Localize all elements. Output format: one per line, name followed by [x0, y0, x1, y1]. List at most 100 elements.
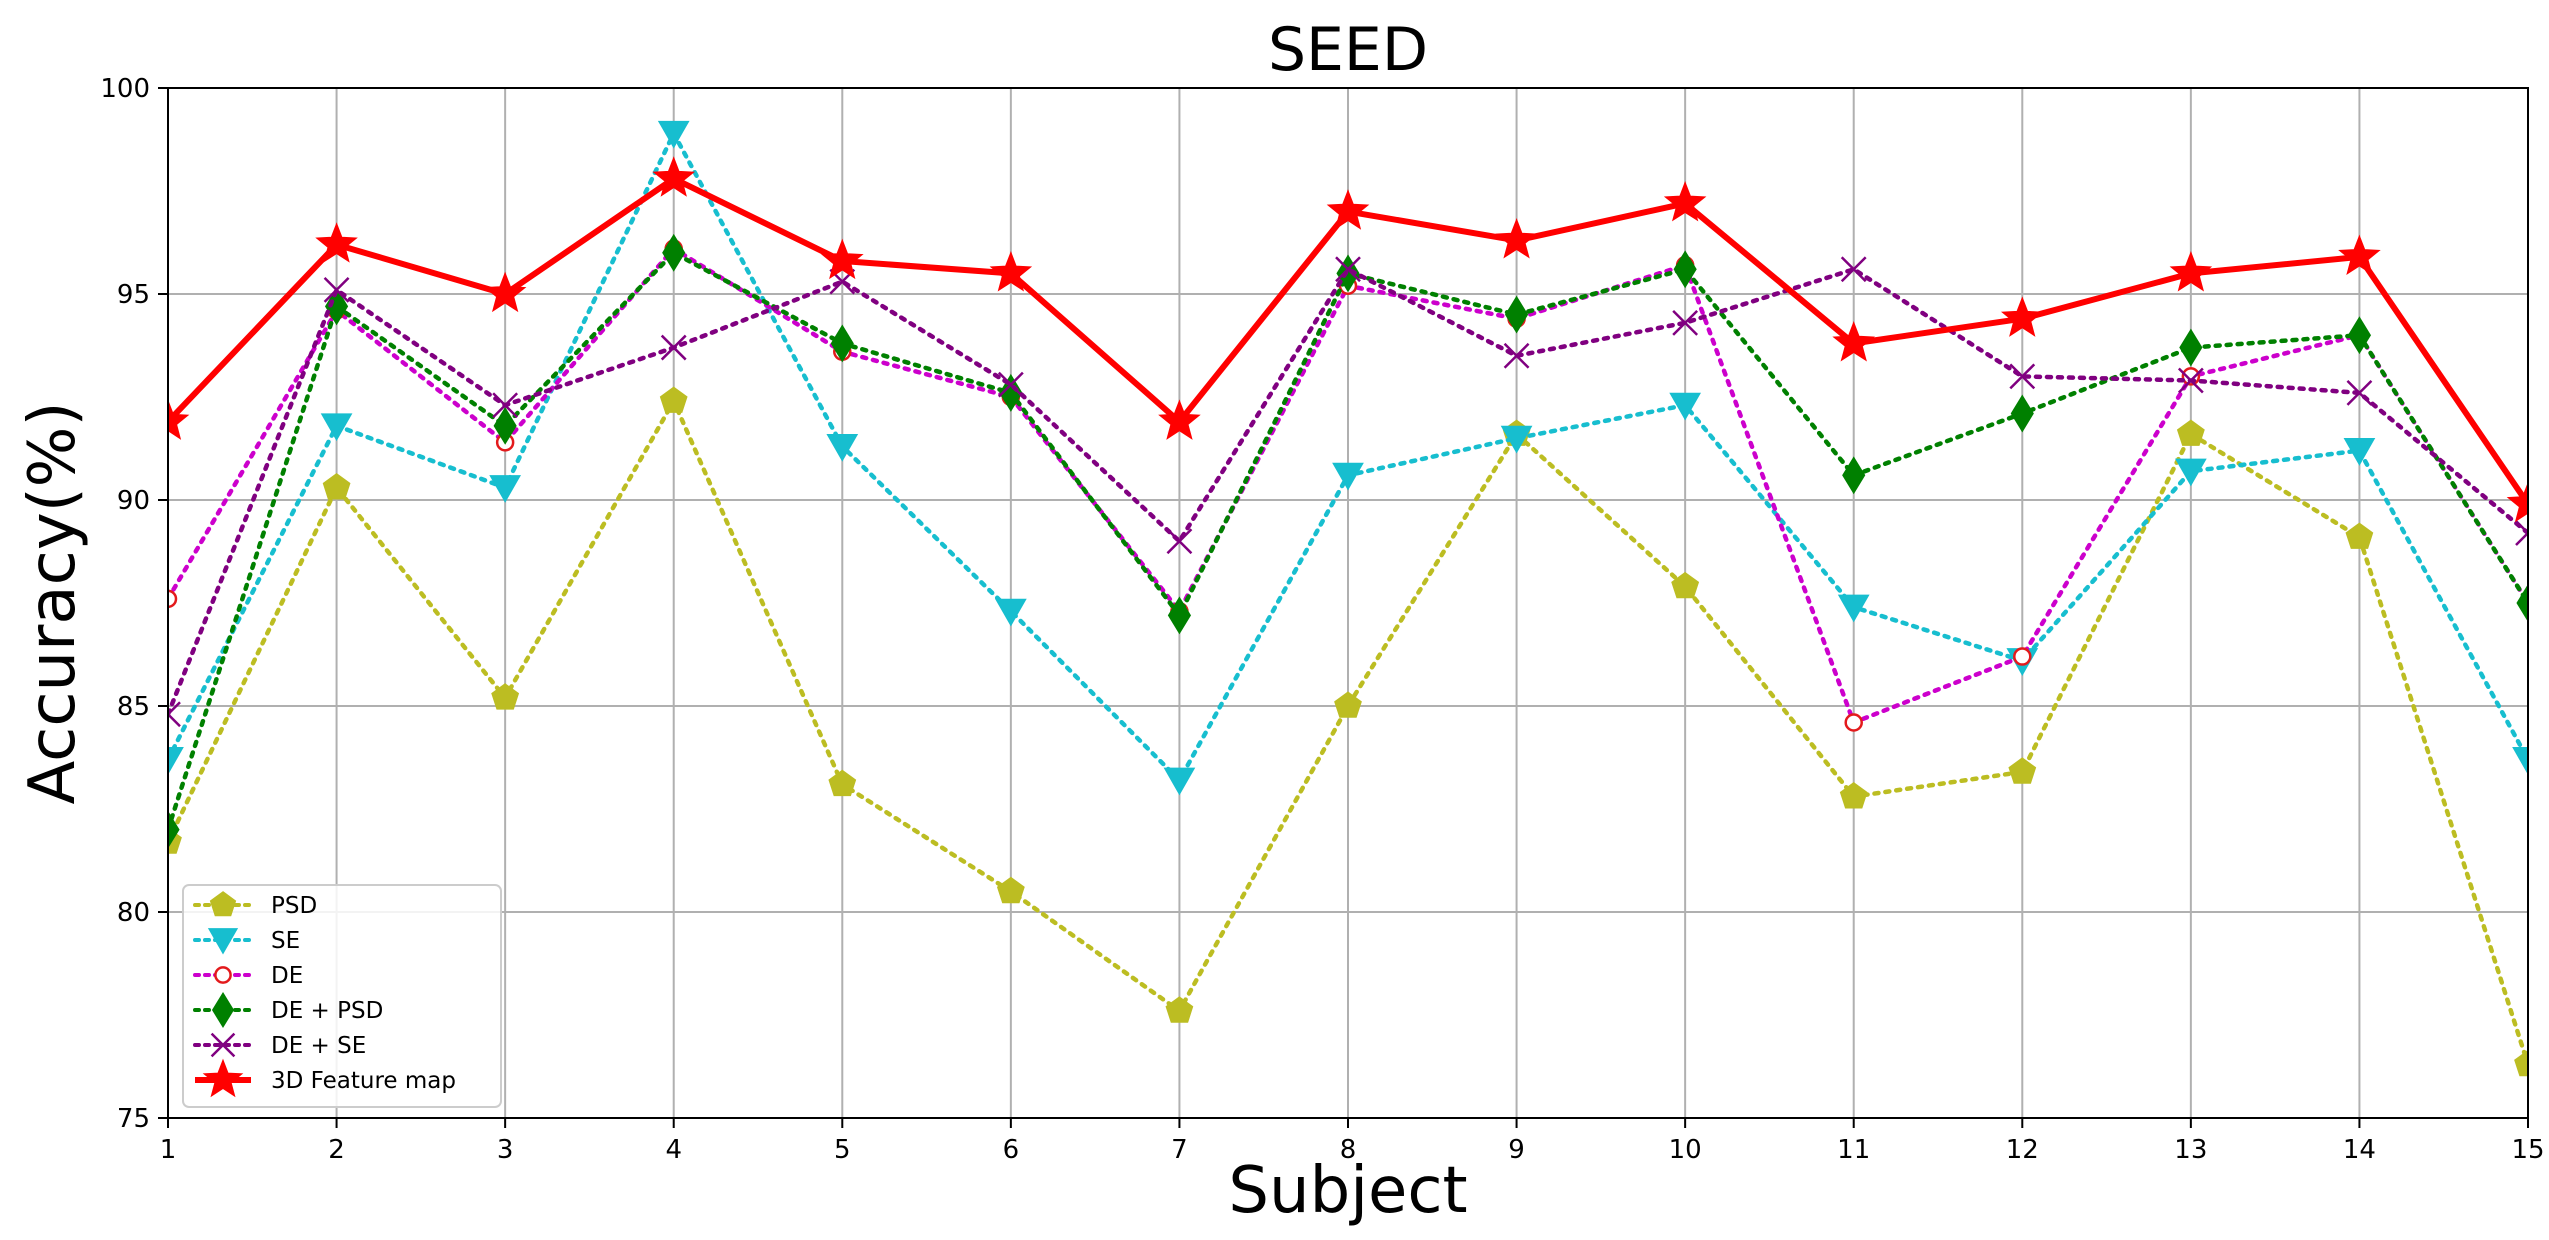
data-point-se: [826, 433, 859, 462]
data-point-de-psd: [2516, 584, 2528, 622]
y-tick-label: 80: [117, 898, 150, 928]
legend: PSD SE DE DE + PSD DE + SE 3D Feature map: [182, 884, 502, 1108]
data-point-de-psd: [324, 287, 349, 326]
data-point-de-psd: [2179, 328, 2203, 367]
series-3d-feature-map: [168, 156, 2528, 523]
x-tick-label: 14: [2343, 1135, 2376, 1165]
x-tick-label: 5: [834, 1135, 851, 1165]
data-point-de-psd: [1842, 456, 1866, 495]
y-tick-label: 85: [117, 692, 150, 722]
legend-marker-psd: [209, 891, 237, 917]
x-tick-label: 3: [497, 1135, 514, 1165]
legend-marker-3d-feature-map: [202, 1058, 244, 1098]
data-point-de-psd: [1504, 295, 1529, 334]
data-point-de-se: [2346, 379, 2373, 406]
data-point-psd: [322, 472, 351, 500]
legend-label: DE + PSD: [271, 998, 383, 1024]
data-point-de-psd: [2347, 316, 2372, 355]
data-point-3d-feature-map: [989, 251, 1033, 292]
data-point-psd: [828, 769, 857, 797]
data-point-de-se: [997, 371, 1024, 398]
data-point-de-psd: [830, 324, 854, 363]
x-tick-label: 15: [2511, 1135, 2544, 1165]
legend-item-de-se: DE + SE: [193, 1032, 366, 1059]
data-point-se: [2174, 458, 2207, 487]
legend-item-3d-feature-map: 3D Feature map: [195, 1058, 456, 1098]
legend-item-psd: PSD: [193, 891, 317, 919]
data-point-psd: [2514, 1049, 2528, 1077]
legend-label: DE + SE: [271, 1033, 366, 1059]
data-point-se: [2512, 747, 2528, 775]
legend-box: [182, 884, 502, 1108]
data-point-de-se: [1335, 256, 1361, 283]
x-tick-label: 10: [1669, 1135, 1702, 1165]
data-point-de-psd: [1673, 250, 1697, 289]
data-point-se: [168, 747, 184, 775]
data-point-psd: [1839, 781, 1868, 809]
data-point-se: [320, 413, 353, 442]
data-point-psd: [2176, 419, 2205, 446]
data-point-de-psd: [662, 233, 686, 272]
data-point-3d-feature-map: [168, 399, 190, 440]
x-tick-label: 4: [665, 1135, 682, 1165]
y-tick-label: 75: [117, 1104, 150, 1134]
legend-item-de: DE: [193, 963, 303, 989]
legend-label: 3D Feature map: [271, 1068, 456, 1094]
data-point-3d-feature-map: [2338, 234, 2381, 276]
data-point-de-se: [1503, 342, 1530, 369]
data-point-3d-feature-map: [483, 271, 527, 313]
x-tick-label: 1: [160, 1135, 177, 1165]
data-point-3d-feature-map: [1495, 218, 1538, 259]
data-point-se: [489, 475, 522, 503]
data-point-de-se: [2009, 363, 2036, 390]
x-tick-label: 9: [1508, 1135, 1525, 1165]
series-de-se: [168, 256, 2528, 728]
legend-item-de-psd: DE + PSD: [193, 991, 383, 1029]
data-point-de-se: [1166, 528, 1193, 555]
data-point-3d-feature-map: [820, 238, 864, 280]
chart-title: SEED: [1268, 15, 1428, 85]
data-point-psd: [996, 876, 1025, 904]
y-axis-label: Accuracy(%): [16, 402, 90, 805]
data-point-de-psd: [999, 373, 1023, 412]
legend-marker-se: [207, 928, 239, 955]
data-point-de-psd: [168, 810, 180, 849]
data-point-psd: [1334, 691, 1362, 718]
data-point-3d-feature-map: [1326, 189, 1370, 230]
data-point-de-se: [168, 701, 181, 728]
data-point-psd: [659, 386, 688, 413]
data-point-3d-feature-map: [2506, 481, 2528, 523]
data-point-de-se: [660, 334, 687, 361]
data-point-de-psd: [493, 406, 517, 445]
data-point-psd: [1671, 571, 1700, 599]
data-point-se: [2343, 438, 2376, 466]
data-point-3d-feature-map: [1832, 321, 1876, 362]
y-tick-label: 100: [100, 74, 150, 104]
data-point-se: [994, 598, 1027, 627]
x-tick-label: 6: [1003, 1135, 1020, 1165]
series-line-de-se: [168, 266, 2528, 717]
x-tick-label: 2: [328, 1135, 345, 1165]
data-point-3d-feature-map: [1158, 399, 1201, 440]
data-point-psd: [491, 683, 520, 710]
data-point-se: [1500, 425, 1533, 454]
series-layer: [168, 120, 2528, 1077]
data-point-de-se: [323, 276, 350, 303]
data-point-se: [1332, 462, 1364, 491]
legend-label: DE: [271, 963, 303, 989]
data-point-3d-feature-map: [652, 156, 696, 197]
x-tick-label: 8: [1340, 1135, 1357, 1165]
legend-label: SE: [271, 928, 300, 954]
data-point-de-psd: [1167, 596, 1192, 635]
data-point-3d-feature-map: [1663, 181, 1707, 222]
data-point-psd: [1165, 996, 1194, 1023]
data-point-de: [1844, 713, 1863, 732]
data-point-3d-feature-map: [315, 222, 358, 263]
data-point-de: [168, 589, 178, 609]
legend-marker-de-psd: [211, 991, 235, 1029]
x-tick-label: 11: [1837, 1135, 1870, 1165]
data-point-psd: [2345, 522, 2374, 549]
legend-item-se: SE: [193, 928, 300, 955]
